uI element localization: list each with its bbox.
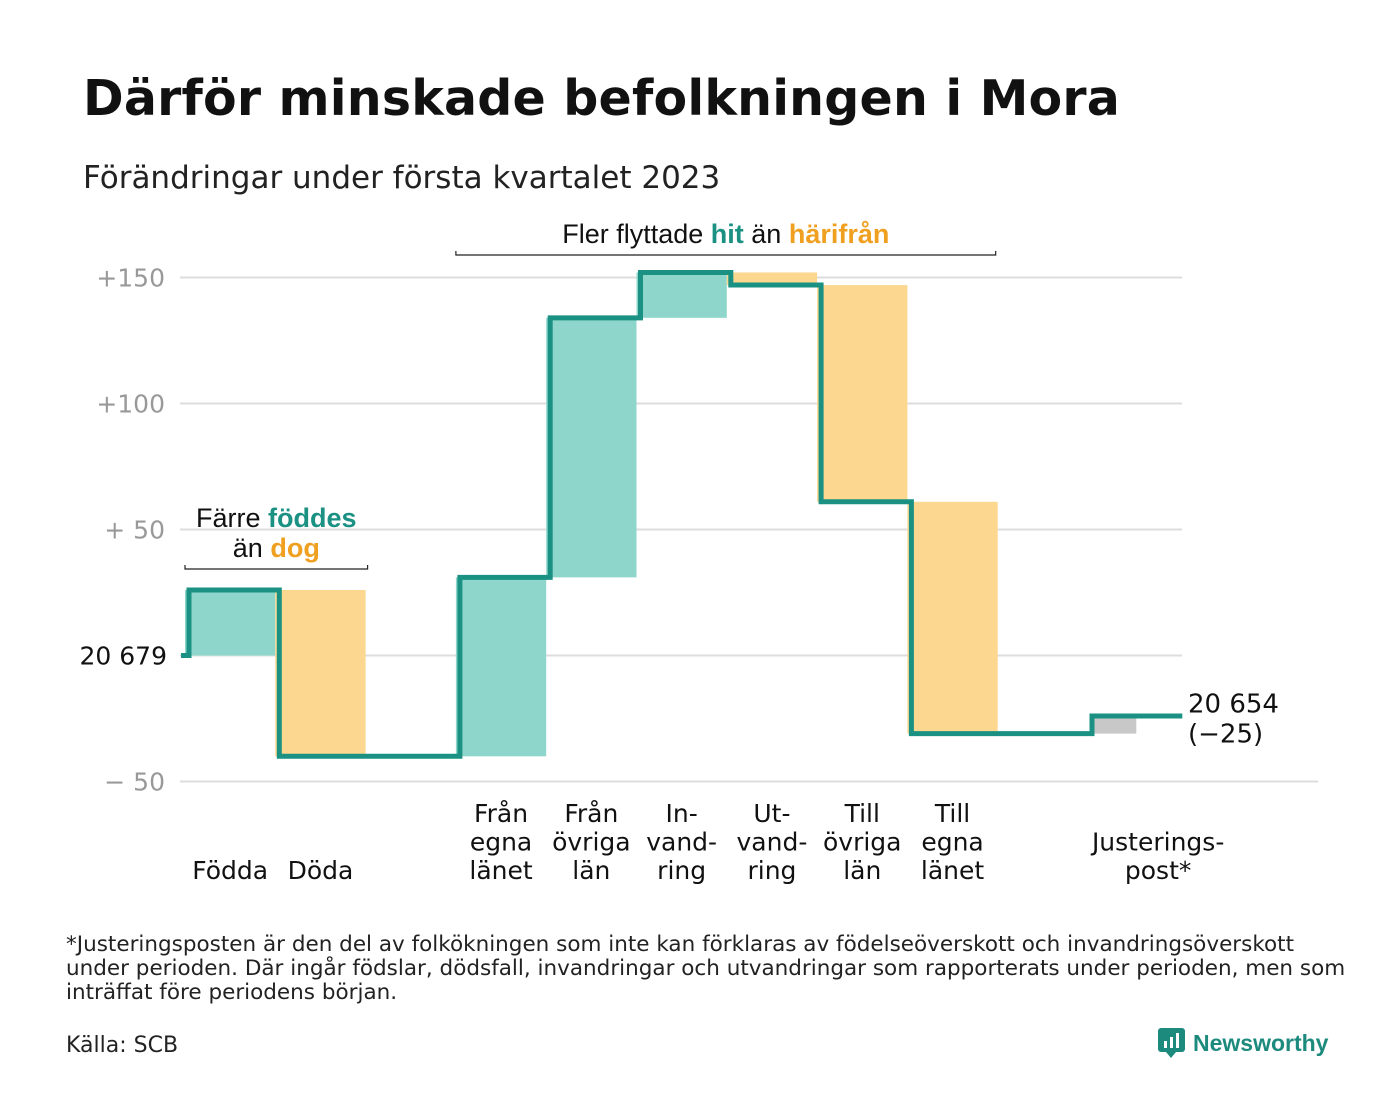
waterfall-chart: +150 +100 + 50 − 50 20 679 20 654(−25) Födda Dö… <box>80 219 1318 886</box>
start-value-label: 20 679 <box>80 642 167 671</box>
bar-decrease <box>817 285 908 502</box>
annotation-bracket <box>184 565 369 570</box>
bar-increase <box>546 317 637 578</box>
annotation-text: Färre föddes <box>196 503 357 533</box>
bar-decrease <box>907 501 998 734</box>
y-tick-label: +150 <box>96 264 165 293</box>
category-label: Till egna länet <box>921 799 984 885</box>
source-note: Källa: SCB <box>66 1033 179 1058</box>
waterfall-step-line <box>181 269 1183 759</box>
y-tick-label: − 50 <box>104 768 165 797</box>
category-label: Till övriga län <box>823 799 902 885</box>
bar-increase <box>185 589 276 656</box>
annotation-bracket <box>455 251 997 256</box>
end-change-label: (−25) <box>1188 720 1263 750</box>
y-tick-label: +100 <box>96 390 165 419</box>
bar-adjust <box>1093 715 1137 734</box>
bar-increase <box>636 272 727 318</box>
chart-title: Därför minskade befolkningen i Mora <box>83 70 1121 127</box>
newsworthy-logo-icon <box>1158 1028 1185 1058</box>
annotation-text: Fler flyttade hit än härifrån <box>562 219 889 249</box>
chart-subtitle: Förändringar under första kvartalet 2023 <box>83 160 721 196</box>
annotation-text: än dog <box>233 533 320 563</box>
bar-decrease <box>275 589 366 757</box>
category-label: In-vand-ring <box>646 799 717 885</box>
category-label: Döda <box>288 856 354 885</box>
footnote: *Justeringsposten är den del av folkökni… <box>66 932 1346 1005</box>
category-label: Justerings-post* <box>1090 828 1224 886</box>
newsworthy-logo-text: Newsworthy <box>1193 1029 1329 1056</box>
category-label: Födda <box>192 856 268 885</box>
category-label: Från egna länet <box>469 799 532 885</box>
category-label: Från övriga län <box>552 799 631 885</box>
end-value-label: 20 654 <box>1188 690 1279 720</box>
category-label: Ut-vand-ring <box>737 799 808 885</box>
y-tick-label: + 50 <box>104 516 165 545</box>
bar-increase <box>455 577 547 757</box>
newsworthy-logo: Newsworthy <box>1158 1028 1328 1058</box>
bar-decrease <box>726 272 818 286</box>
